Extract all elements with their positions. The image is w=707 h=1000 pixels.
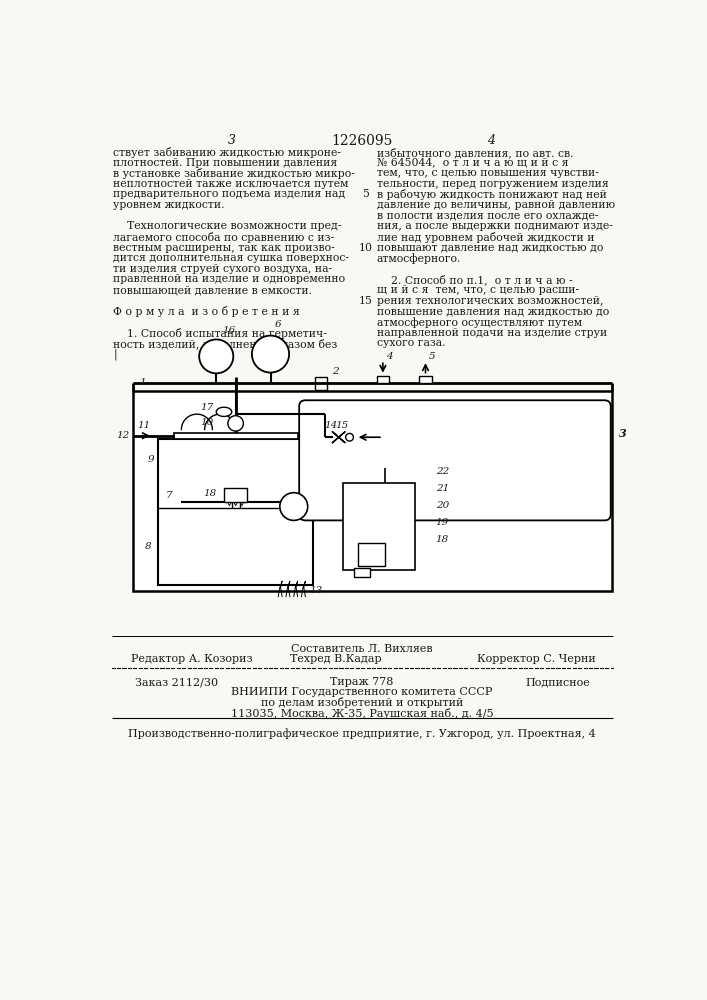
Text: |: |: [113, 349, 117, 360]
Text: дится дополнительная сушка поверхнос-: дится дополнительная сушка поверхнос-: [113, 253, 349, 263]
Text: избыточного давления, по авт. св.: избыточного давления, по авт. св.: [377, 147, 573, 158]
Text: 11: 11: [137, 421, 151, 430]
Text: в рабочую жидкость понижают над ней: в рабочую жидкость понижают над ней: [377, 189, 607, 200]
Circle shape: [228, 416, 243, 431]
Bar: [419, 376, 432, 383]
Bar: [354, 568, 370, 577]
Bar: [158, 439, 313, 585]
Text: 7: 7: [165, 491, 172, 500]
Text: 3: 3: [228, 134, 235, 147]
Bar: [377, 376, 389, 383]
Text: повышающей давление в емкости.: повышающей давление в емкости.: [113, 285, 312, 295]
Text: Составитель Л. Вихляев: Составитель Л. Вихляев: [291, 644, 433, 654]
Text: плотностей. При повышении давления: плотностей. При повышении давления: [113, 158, 337, 168]
Text: 1: 1: [139, 378, 146, 387]
Text: 5: 5: [363, 189, 369, 199]
Text: 2: 2: [332, 367, 339, 376]
Bar: [174, 433, 298, 439]
Text: сухого газа.: сухого газа.: [377, 338, 445, 348]
Text: атмосферного.: атмосферного.: [377, 253, 461, 264]
Text: 15: 15: [336, 421, 349, 430]
Text: Техред В.Кадар: Техред В.Кадар: [290, 654, 382, 664]
Text: в полости изделия после его охлажде-: в полости изделия после его охлажде-: [377, 211, 598, 221]
FancyBboxPatch shape: [299, 400, 611, 520]
Text: 4: 4: [386, 352, 392, 361]
Text: повышают давление над жидкостью до: повышают давление над жидкостью до: [377, 243, 603, 253]
Circle shape: [280, 493, 308, 520]
Text: Ф о р м у л а  и з о б р е т е н и я: Ф о р м у л а и з о б р е т е н и я: [113, 306, 300, 317]
Text: 3: 3: [619, 428, 626, 439]
Bar: [343, 483, 416, 570]
Text: 6: 6: [274, 320, 281, 329]
Text: ти изделия струей сухого воздуха, на-: ти изделия струей сухого воздуха, на-: [113, 264, 332, 274]
Text: ствует забиванию жидкостью микроне-: ствует забиванию жидкостью микроне-: [113, 147, 341, 158]
Text: ния, а после выдержки поднимают изде-: ния, а после выдержки поднимают изде-: [377, 221, 612, 231]
Text: тельности, перед погружением изделия: тельности, перед погружением изделия: [377, 179, 609, 189]
Text: 15: 15: [359, 296, 373, 306]
Text: 1226095: 1226095: [332, 134, 392, 148]
Text: 17: 17: [201, 403, 214, 412]
Text: 13: 13: [309, 586, 322, 595]
Text: 9: 9: [148, 455, 154, 464]
Bar: [134, 391, 612, 591]
Circle shape: [346, 433, 354, 441]
Text: 16: 16: [223, 326, 235, 335]
Text: в установке забивание жидкостью микро-: в установке забивание жидкостью микро-: [113, 168, 355, 179]
Text: лагаемого способа по сравнению с из-: лагаемого способа по сравнению с из-: [113, 232, 334, 243]
Text: 8: 8: [146, 542, 152, 551]
Text: атмосферного осуществляют путем: атмосферного осуществляют путем: [377, 317, 582, 328]
Text: ность изделий, заполненных газом без: ность изделий, заполненных газом без: [113, 338, 337, 349]
Text: тем, что, с целью повышения чувстви-: тем, что, с целью повышения чувстви-: [377, 168, 599, 178]
Text: неплотностей также исключается путем: неплотностей также исключается путем: [113, 179, 349, 189]
Bar: [358, 543, 385, 566]
Text: 113035, Москва, Ж-35, Раушская наб., д. 4/5: 113035, Москва, Ж-35, Раушская наб., д. …: [230, 708, 493, 719]
Text: вестным расширены, так как произво-: вестным расширены, так как произво-: [113, 243, 335, 253]
Text: ВНИИПИ Государственного комитета СССР: ВНИИПИ Государственного комитета СССР: [231, 687, 493, 697]
Text: 10: 10: [359, 243, 373, 253]
Text: Корректор С. Черни: Корректор С. Черни: [477, 654, 596, 664]
Text: 1. Способ испытания на герметич-: 1. Способ испытания на герметич-: [113, 328, 327, 339]
Text: правленной на изделие и одновременно: правленной на изделие и одновременно: [113, 274, 345, 284]
Text: предварительного подъема изделия над: предварительного подъема изделия над: [113, 189, 345, 199]
Text: давление до величины, равной давлению: давление до величины, равной давлению: [377, 200, 615, 210]
Text: 18: 18: [436, 535, 449, 544]
Circle shape: [199, 339, 233, 373]
Text: по делам изобретений и открытий: по делам изобретений и открытий: [261, 698, 463, 708]
Text: 21: 21: [436, 484, 449, 493]
Text: 19: 19: [436, 518, 449, 527]
Text: Заказ 2112/30: Заказ 2112/30: [135, 677, 218, 687]
Ellipse shape: [216, 407, 232, 416]
Text: 2. Способ по п.1,  о т л и ч а ю -: 2. Способ по п.1, о т л и ч а ю -: [377, 274, 572, 285]
Text: 12: 12: [116, 431, 129, 440]
Text: 4: 4: [487, 134, 496, 147]
Text: 22: 22: [436, 467, 449, 476]
Text: направленной подачи на изделие струи: направленной подачи на изделие струи: [377, 328, 607, 338]
Text: рения технологических возможностей,: рения технологических возможностей,: [377, 296, 603, 306]
Text: Тираж 778: Тираж 778: [330, 677, 394, 687]
Text: 14: 14: [325, 421, 338, 430]
Circle shape: [252, 336, 289, 373]
Text: 20: 20: [436, 501, 449, 510]
Text: № 645044,  о т л и ч а ю щ и й с я: № 645044, о т л и ч а ю щ и й с я: [377, 158, 568, 168]
Text: щ и й с я  тем, что, с целью расши-: щ и й с я тем, что, с целью расши-: [377, 285, 579, 295]
Text: повышение давления над жидкостью до: повышение давления над жидкостью до: [377, 306, 609, 316]
Bar: [315, 377, 327, 389]
Text: 5: 5: [428, 352, 436, 361]
Text: Подписное: Подписное: [526, 677, 590, 687]
Text: Редактор А. Козориз: Редактор А. Козориз: [131, 654, 252, 664]
Bar: [329, 460, 429, 584]
Text: уровнем жидкости.: уровнем жидкости.: [113, 200, 225, 210]
Text: Технологические возможности пред-: Технологические возможности пред-: [113, 221, 341, 231]
Text: 18: 18: [203, 489, 216, 498]
Text: Производственно-полиграфическое предприятие, г. Ужгород, ул. Проектная, 4: Производственно-полиграфическое предприя…: [128, 728, 596, 739]
Text: 10: 10: [201, 418, 214, 427]
Bar: [224, 488, 247, 502]
Text: лие над уровнем рабочей жидкости и: лие над уровнем рабочей жидкости и: [377, 232, 594, 243]
